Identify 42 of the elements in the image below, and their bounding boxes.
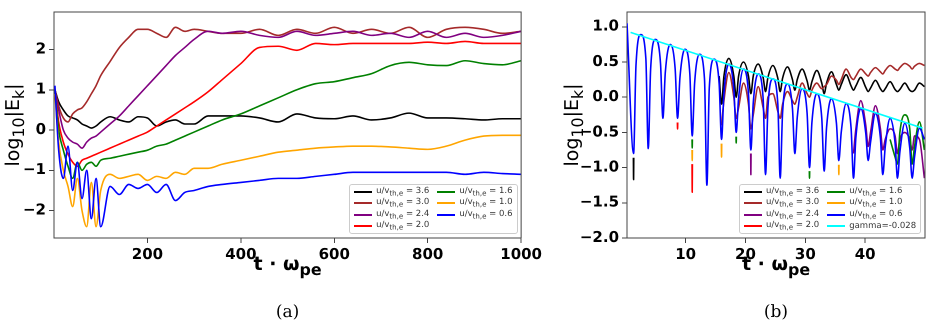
y-tick-label: 0.0 [592, 87, 619, 106]
legend-label: u/v$_{th,e}$ = 3.0 [766, 197, 820, 210]
x-tick-label: 40 [854, 244, 876, 263]
x-tick-label: 30 [794, 244, 816, 263]
legend-label: u/v$_{th,e}$ = 3.6 [766, 186, 820, 198]
text: (b) [764, 302, 788, 322]
line-series [54, 30, 522, 149]
legend-label: u/v$_{th,e}$ = 0.6 [849, 208, 902, 221]
x-tick-label: 200 [132, 244, 164, 263]
line-series [720, 62, 925, 130]
x-tick-label: 800 [412, 244, 444, 263]
legend-label: u/v$_{th,e}$ = 2.0 [766, 220, 820, 232]
y-tick-label: 0 [36, 120, 46, 138]
legend-label: u/v$_{th,e}$ = 1.0 [459, 197, 513, 210]
legend-label: u/v$_{th,e}$ = 1.6 [459, 186, 513, 198]
legend-label: u/v$_{th,e}$ = 1.0 [849, 197, 902, 210]
y-tick-label: −1 [22, 160, 46, 178]
legend-label: gamma=-0.028 [849, 221, 916, 232]
line-series [54, 40, 522, 168]
y-tick-label: 0.5 [592, 52, 619, 70]
x-tick-label: 10 [675, 244, 696, 263]
line-series [54, 26, 522, 123]
line-series [54, 88, 522, 129]
y-tick-label: 1 [36, 80, 46, 98]
line-series [54, 60, 522, 180]
text: (a) [276, 302, 300, 322]
legend-label: u/v$_{th,e}$ = 0.6 [459, 208, 513, 221]
y-tick-label: −2.0 [580, 228, 619, 246]
legend-label: u/v$_{th,e}$ = 2.4 [766, 208, 820, 221]
y-tick-label: 1.0 [592, 16, 619, 35]
legend-label: u/v$_{th,e}$ = 3.6 [376, 186, 430, 198]
x-tick-label: 600 [318, 244, 350, 263]
legend-label: u/v$_{th,e}$ = 2.0 [376, 220, 430, 232]
y-tick-label: 2 [36, 39, 46, 58]
legend-label: u/v$_{th,e}$ = 3.0 [376, 197, 430, 210]
y-tick-label: −1.5 [580, 192, 619, 211]
y-tick-label: −1.0 [580, 157, 619, 176]
y-tick-label: −2 [22, 200, 46, 218]
line-series [627, 22, 925, 186]
legend-label: u/v$_{th,e}$ = 1.6 [849, 186, 902, 198]
legend-label: u/v$_{th,e}$ = 2.4 [376, 208, 430, 221]
x-tick-label: 1000 [500, 244, 542, 263]
